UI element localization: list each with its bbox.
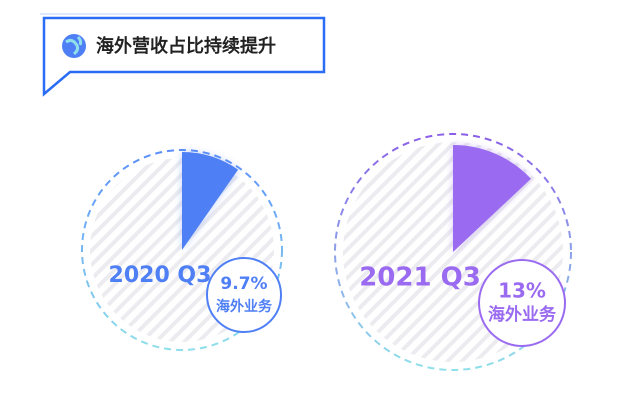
wedge bbox=[182, 152, 239, 250]
year-label: 2020 Q3 bbox=[109, 263, 212, 288]
value-label: 9.7% bbox=[220, 274, 267, 294]
wedge bbox=[453, 145, 531, 252]
year-label: 2021 Q3 bbox=[359, 263, 481, 293]
pie-chart: 2021 Q3 13%海外业务 bbox=[334, 133, 572, 371]
category-label: 海外业务 bbox=[216, 298, 273, 315]
dashed-ring bbox=[334, 133, 572, 371]
label-bubble bbox=[206, 257, 282, 333]
title: 海外营收占比持续提升 bbox=[96, 35, 276, 57]
category-label: 海外业务 bbox=[488, 304, 557, 325]
dashed-ring bbox=[81, 149, 283, 351]
pie-chart: 2020 Q3 9.7% 海外业务 bbox=[81, 149, 283, 351]
value-label: 13% bbox=[498, 279, 546, 303]
label-bubble bbox=[478, 259, 566, 347]
title-box: 海外营收占比持续提升 bbox=[40, 13, 326, 97]
